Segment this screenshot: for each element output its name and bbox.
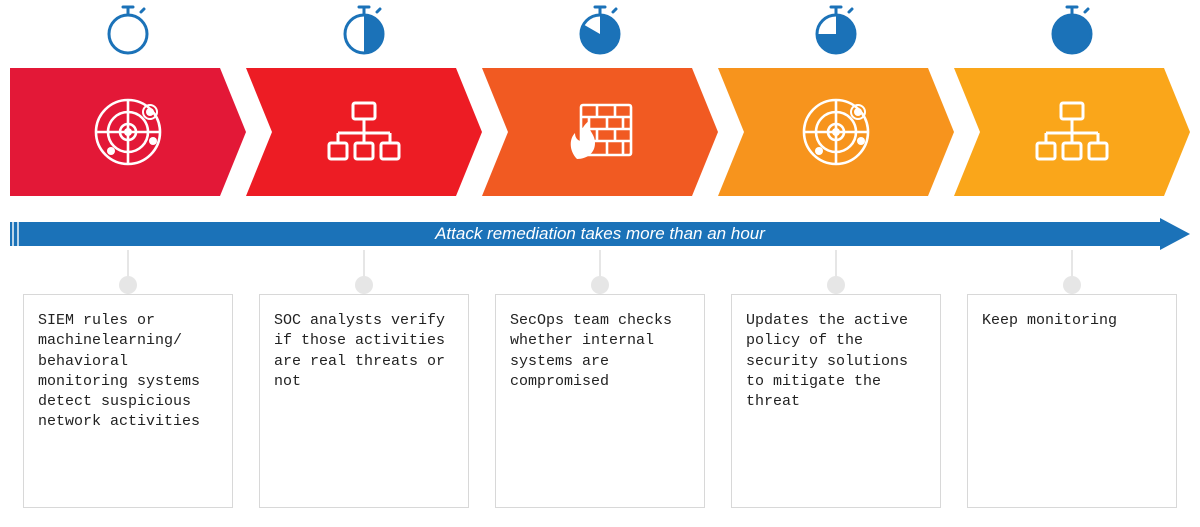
stopwatch-icon (813, 4, 859, 56)
stage-4-stopwatch-wrap (954, 4, 1190, 64)
chevron-stage-2 (482, 68, 718, 196)
chevron-stage-0 (10, 68, 246, 196)
stopwatch-icon (105, 4, 151, 56)
firewall-icon (559, 91, 641, 173)
connector-dot-4 (1063, 276, 1081, 294)
description-box-3: Updates the active policy of the securit… (731, 294, 941, 508)
connector-dot-0 (119, 276, 137, 294)
stopwatch-icon (577, 4, 623, 56)
timeline-label: Attack remediation takes more than an ho… (10, 222, 1190, 246)
chevron-stage-1 (246, 68, 482, 196)
chevron-row (10, 68, 1190, 196)
connector-dot-2 (591, 276, 609, 294)
org-chart-icon (323, 91, 405, 173)
stage-2-stopwatch-wrap (482, 4, 718, 64)
description-box-4: Keep monitoring (967, 294, 1177, 508)
connector-dot-1 (355, 276, 373, 294)
stage-0-stopwatch-wrap (10, 4, 246, 64)
stage-3-stopwatch-wrap (718, 4, 954, 64)
stage-1-stopwatch-wrap (246, 4, 482, 64)
description-box-0: SIEM rules or machinelearning/ behaviora… (23, 294, 233, 508)
radar-network-icon (87, 91, 169, 173)
description-box-2: SecOps team checks whether internal syst… (495, 294, 705, 508)
stopwatch-icon (341, 4, 387, 56)
connector-dot-3 (827, 276, 845, 294)
chevron-stage-4 (954, 68, 1190, 196)
stopwatch-icon (1049, 4, 1095, 56)
org-chart-icon (1031, 91, 1113, 173)
chevron-stage-3 (718, 68, 954, 196)
description-box-1: SOC analysts verify if those activities … (259, 294, 469, 508)
radar-network-icon (795, 91, 877, 173)
